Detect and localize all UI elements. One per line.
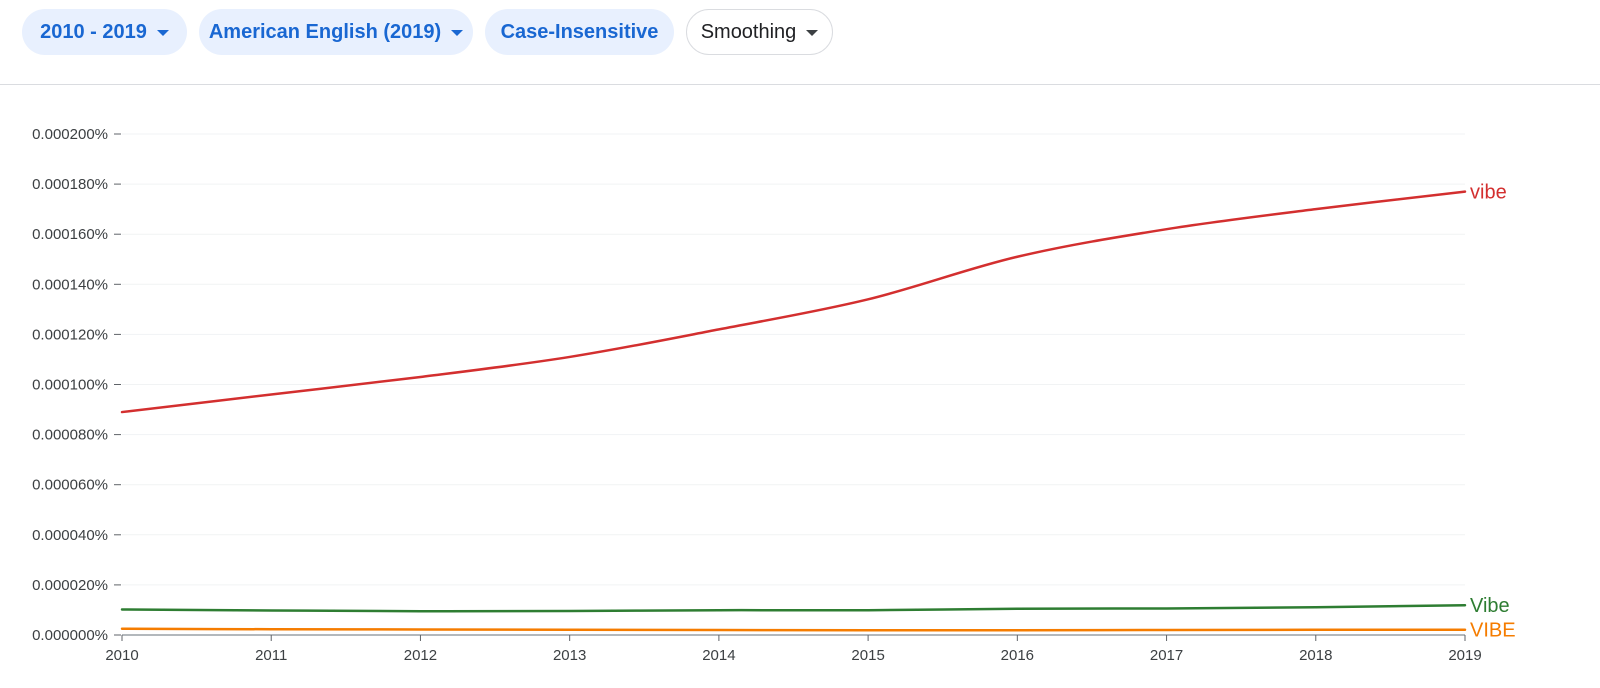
year-range-label: 2010 - 2019	[40, 20, 147, 43]
toolbar: 2010 - 2019 American English (2019) Case…	[0, 0, 1600, 85]
x-tick-label: 2018	[1299, 647, 1332, 664]
series-label-vibe-capitalized: Vibe	[1470, 595, 1510, 617]
chevron-down-icon	[806, 30, 819, 36]
case-insensitive-label: Case-Insensitive	[500, 20, 659, 43]
y-tick-label: 0.000200%	[32, 126, 108, 143]
x-tick-label: 2011	[255, 647, 287, 664]
smoothing-label: Smoothing	[700, 20, 797, 43]
y-tick-label: 0.000180%	[32, 176, 108, 193]
x-tick-label: 2013	[553, 647, 586, 664]
corpus-dropdown[interactable]: American English (2019)	[199, 9, 473, 55]
year-range-dropdown[interactable]: 2010 - 2019	[22, 9, 187, 55]
x-tick-label: 2014	[702, 647, 735, 664]
y-tick-label: 0.000120%	[32, 326, 108, 343]
series-labels: vibe Vibe VIBE	[1470, 182, 1516, 642]
x-tick-label: 2019	[1448, 647, 1481, 664]
gridlines	[122, 133, 1465, 586]
smoothing-dropdown[interactable]: Smoothing	[686, 9, 833, 55]
axes: 0.000000% 0.000020% 0.000040% 0.000060% 0.00…	[32, 126, 1482, 664]
ngram-line-chart: 0.000000% 0.000020% 0.000040% 0.000060% 0.00…	[32, 126, 1516, 664]
x-tick-label: 2012	[404, 647, 437, 664]
y-tick-label: 0.000160%	[32, 226, 108, 243]
chevron-down-icon	[156, 30, 169, 36]
series-label-vibe-upper: VIBE	[1470, 620, 1516, 642]
series-line-vibe-upper	[120, 627, 1467, 632]
y-tick-label: 0.000140%	[32, 276, 108, 293]
x-tick-label: 2016	[1001, 647, 1034, 664]
x-tick-label: 2017	[1150, 647, 1183, 664]
y-tick-label: 0.000060%	[32, 477, 108, 494]
y-tick-label: 0.000080%	[32, 427, 108, 444]
y-tick-label: 0.000020%	[32, 577, 108, 594]
series-lines	[120, 190, 1467, 632]
y-tick-label: 0.000000%	[32, 627, 108, 644]
series-line-vibe	[120, 190, 1467, 414]
series-label-vibe: vibe	[1470, 182, 1507, 204]
case-insensitive-toggle[interactable]: Case-Insensitive	[485, 9, 674, 55]
y-tick-label: 0.000100%	[32, 377, 108, 394]
x-tick-label: 2010	[105, 647, 138, 664]
x-tick-label: 2015	[851, 647, 884, 664]
chevron-down-icon	[451, 30, 464, 36]
corpus-label: American English (2019)	[208, 20, 442, 43]
y-tick-label: 0.000040%	[32, 527, 108, 544]
series-line-vibe-capitalized	[120, 603, 1467, 613]
